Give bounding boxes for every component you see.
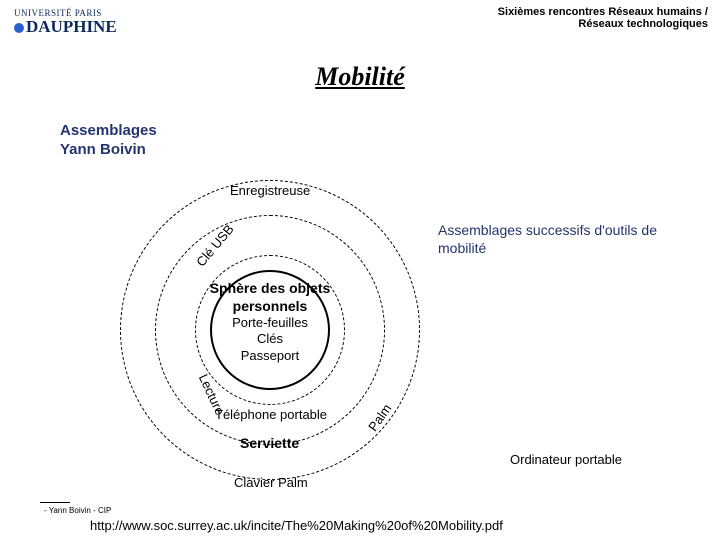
core-item-1: Clés [257,331,283,346]
slide-subtitle: Assemblages Yann Boivin [60,122,157,160]
ring-label-serviette: Serviette [240,435,299,451]
ring-label-top: Enregistreuse [230,183,310,198]
footer-rule [40,502,70,503]
ring-label-clavier: Clavier Palm [234,475,308,490]
footer-url: http://www.soc.surrey.ac.uk/incite/The%2… [90,518,503,533]
logo-star-icon [14,23,24,33]
event-header: Sixièmes rencontres Réseaux humains / Ré… [498,6,708,30]
header-line-2: Réseaux technologiques [498,18,708,30]
label-laptop: Ordinateur portable [510,452,622,467]
core-heading: Sphère des objets personnels [210,280,331,314]
subtitle-line-1: Assemblages [60,122,157,141]
side-annotation: Assemblages successifs d'outils de mobil… [438,222,688,257]
logo-main-line: DAUPHINE [14,18,117,35]
core-item-2: Passeport [241,348,300,363]
subtitle-line-2: Yann Boivin [60,141,157,160]
page-title: Mobilité [0,62,720,92]
footer-credit: - Yann Boivin - CIP [44,506,111,515]
header-line-1: Sixièmes rencontres Réseaux humains / [498,6,708,18]
core-text: Sphère des objets personnels Porte-feuil… [190,280,350,364]
institution-logo: UNIVERSITÉ PARIS DAUPHINE [14,8,117,35]
core-item-0: Porte-feuilles [232,315,308,330]
ring-label-phone: Téléphone portable [215,407,327,422]
